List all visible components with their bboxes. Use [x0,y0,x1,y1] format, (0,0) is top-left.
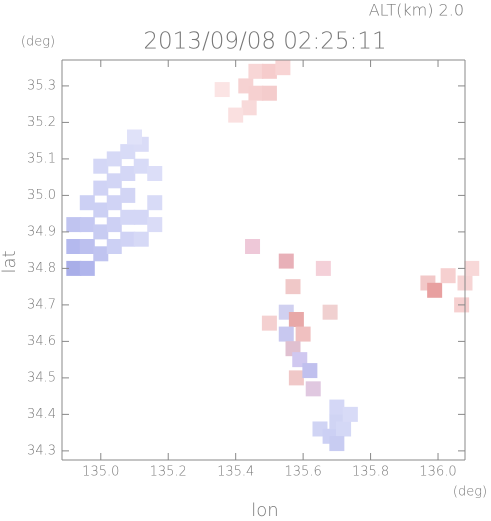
radar-echo [288,370,304,386]
radar-echo [66,238,82,254]
radar-echo [79,217,95,233]
x-tick-label: 135.8 [352,465,389,480]
radar-echo [133,209,149,225]
y-tick-label: 34.8 [27,261,56,276]
altitude-label: ALT(km) 2.0 [369,1,464,20]
radar-echo [127,129,143,145]
radar-echo [329,399,345,415]
x-tick-label: 136.0 [419,465,456,480]
radar-echo [79,195,95,211]
y-tick-label: 35.1 [27,151,56,166]
plot-frame [61,59,466,461]
radar-echo [147,166,163,182]
radar-echo [120,231,136,247]
radar-echo [261,85,277,101]
y-tick-label: 34.6 [27,334,56,349]
radar-echo [120,209,136,225]
x-tick-label: 135.2 [150,465,187,480]
radar-echo [278,253,294,269]
radar-echo [106,238,122,254]
y-tick-label: 35.2 [27,115,56,130]
radar-echo [120,166,136,182]
y-tick-label: 34.7 [27,297,56,312]
x-tick-label: 135.4 [217,465,254,480]
radar-echo [295,326,311,342]
radar-echo [93,224,109,240]
radar-echo [305,381,321,397]
y-tick-label: 35.0 [27,188,56,203]
radar-echo [79,238,95,254]
radar-echo [278,326,294,342]
radar-echo [147,195,163,211]
radar-echo [241,100,257,116]
radar-echo [248,85,264,101]
radar-echo [133,158,149,174]
x-tick-label: 135.0 [82,465,119,480]
radar-echo [93,180,109,196]
radar-echo [147,217,163,233]
y-tick-label: 34.4 [27,407,56,422]
radar-echo [66,217,82,233]
x-axis-label: lon [251,500,278,521]
radar-echo [427,282,443,298]
radar-echo [133,231,149,247]
radar-echo [288,311,304,327]
radar-echo [322,304,338,320]
radar-echo [79,260,95,276]
radar-echo [248,63,264,79]
x-tick-label: 135.6 [285,465,322,480]
radar-echo [228,107,244,123]
radar-echo [464,260,480,276]
radar-echo [106,195,122,211]
radar-echo [261,63,277,79]
y-tick-label: 34.5 [27,370,56,385]
radar-echo [214,82,230,98]
y-tick-label: 34.9 [27,224,56,239]
radar-echo [93,202,109,218]
radar-echo [275,60,291,76]
y-tick-label: 34.3 [27,443,56,458]
radar-echo [342,406,358,422]
radar-echo [261,315,277,331]
radar-echo [120,144,136,160]
radar-echo [106,173,122,189]
data-layer [66,60,480,452]
x-unit: (deg) [453,485,487,500]
radar-echo [285,279,301,295]
radar-echo [302,363,318,379]
radar-echo [93,246,109,262]
y-unit: (deg) [21,35,55,50]
y-axis-label: lat [0,250,20,273]
radar-echo [106,151,122,167]
radar-echo [106,217,122,233]
radar-echo [245,238,261,254]
radar-echo [315,260,331,276]
radar-echo [66,260,82,276]
radar-echo [93,158,109,174]
radar-echo [440,268,456,284]
radar-echo [329,436,345,452]
y-tick-label: 35.3 [27,78,56,93]
radar-echo [336,421,352,437]
chart-title: 2013/09/08 02:25:11 [143,29,386,55]
radar-echo [120,187,136,203]
